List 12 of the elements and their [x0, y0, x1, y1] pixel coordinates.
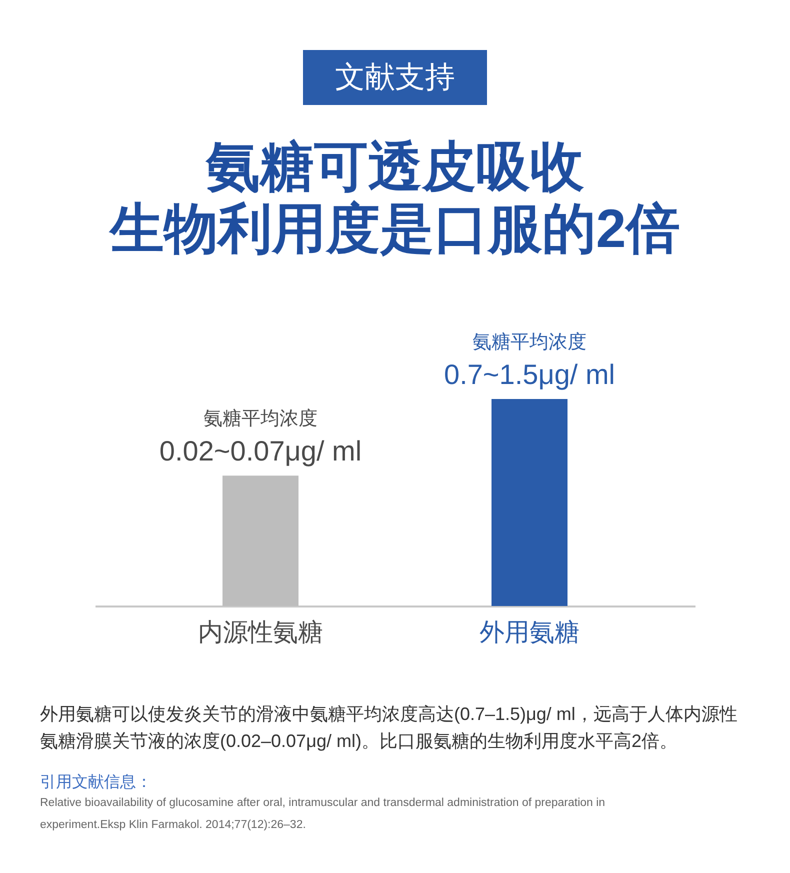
text: Relative bioavailability of glucosamine after oral, intramuscular and transdermal administration of preparation in experiment.Eksp Klin Farmakol. 2014;77(12):26–32. — [40, 797, 606, 831]
annotation: 0.7~1.5μg/ ml — [444, 359, 616, 390]
text: 引用文献信息： — [40, 773, 152, 791]
x-tick-label: 内源性氨糖 — [198, 618, 323, 646]
annotation: 0.02~0.07μg/ ml — [159, 436, 362, 467]
chart-subtitle: 生物利用度是口服的2倍 — [108, 199, 680, 259]
annotation: 氨糖平均浓度 — [472, 331, 586, 353]
text: 外用氨糖可以使发炎关节的滑液中氨糖平均浓度高达(0.7–1.5)μg/ ml，远高于人体内源性氨糖滑膜关节液的浓度(0.02–0.07μg/ ml)。比口服氨糖的生物利用度水平高2倍。 — [40, 704, 738, 751]
chart-title: 氨糖可透皮吸收 — [205, 137, 585, 197]
annotation: 氨糖平均浓度 — [204, 408, 318, 430]
x-tick-label: 外用氨糖 — [480, 618, 580, 646]
text: 文献支持 — [335, 61, 455, 94]
